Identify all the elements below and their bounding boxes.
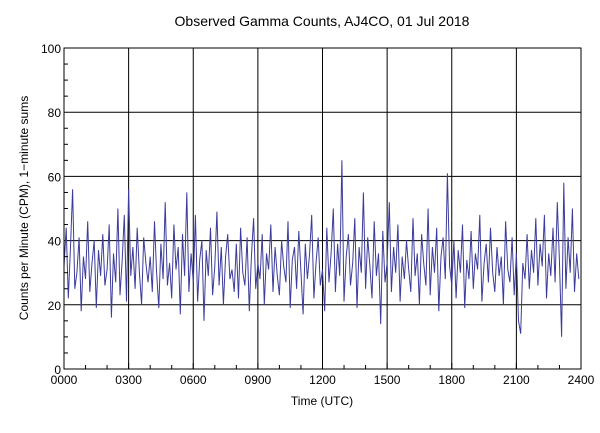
- series-layer: [63, 160, 580, 337]
- y-tick-label: 60: [48, 170, 62, 184]
- grid: [64, 48, 581, 369]
- y-tick-label: 20: [48, 299, 62, 313]
- y-tick-label: 100: [41, 42, 61, 56]
- y-tick-label: 0: [54, 363, 61, 377]
- x-tick-label: 0900: [245, 373, 272, 387]
- y-tick-label: 80: [48, 106, 62, 120]
- axis-ticks: 0000 0300 0600 0900 1200 1500 1800 2100 2400 0 20 4…: [41, 42, 595, 387]
- x-tick-label: 0600: [180, 373, 207, 387]
- x-tick-label: 2400: [568, 373, 595, 387]
- x-tick-label: 0300: [115, 373, 142, 387]
- x-tick-label: 2100: [503, 373, 530, 387]
- x-tick-label: 0000: [51, 373, 78, 387]
- x-tick-label: 1500: [374, 373, 401, 387]
- x-tick-label: 1800: [438, 373, 465, 387]
- x-tick-label: 1200: [309, 373, 336, 387]
- x-axis-label: Time (UTC): [291, 394, 353, 408]
- y-tick-label: 40: [48, 235, 62, 249]
- series-line-cpm: [63, 160, 580, 337]
- y-axis-label: Counts per Minute (CPM), 1−minute sums: [17, 96, 31, 320]
- chart-title: Observed Gamma Counts, AJ4CO, 01 Jul 201…: [175, 13, 470, 29]
